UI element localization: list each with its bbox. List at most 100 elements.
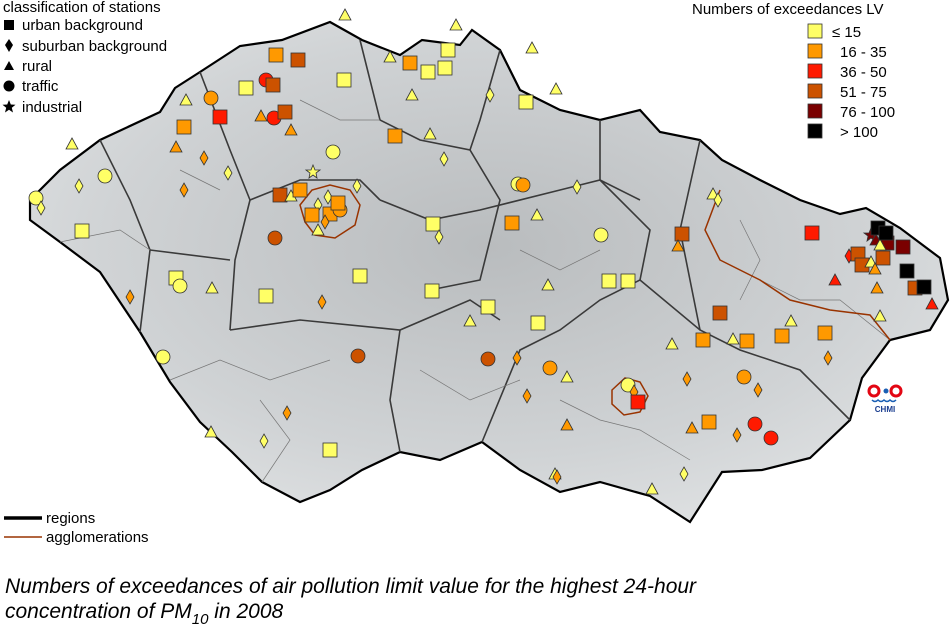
station-marker: [292, 182, 308, 198]
legend-title: Numbers of exceedances LV: [692, 1, 884, 18]
station-marker: [753, 382, 763, 398]
station-marker: [541, 278, 555, 291]
station-marker: [916, 279, 932, 295]
legend-label: 36 - 50: [840, 64, 887, 81]
caption-line: concentration of PM10 in 2008: [5, 600, 284, 628]
station-marker: [878, 225, 894, 241]
station-marker: [671, 239, 685, 252]
legend-title: classification of stations: [3, 0, 161, 16]
station-marker: [258, 288, 274, 304]
station-marker: [125, 289, 135, 305]
logo: CHMI: [867, 384, 903, 414]
station-marker: [630, 394, 646, 410]
station-marker: [311, 223, 325, 236]
station-marker: [254, 109, 268, 122]
station-marker: [542, 360, 558, 376]
legend-swatch: [807, 63, 823, 79]
station-marker: [804, 225, 820, 241]
station-marker: [560, 418, 574, 431]
station-marker: [736, 369, 752, 385]
legend-swatch: [807, 43, 823, 59]
station-marker: [330, 195, 346, 211]
station-marker: [620, 377, 636, 393]
station-marker: [268, 47, 284, 63]
station-marker: [512, 350, 522, 366]
station-marker: [873, 309, 887, 322]
station-marker: [179, 93, 193, 106]
station-marker: [732, 427, 742, 443]
station-marker: [485, 87, 495, 103]
station-marker: [784, 314, 798, 327]
station-marker: [405, 88, 419, 101]
station-marker: [350, 348, 366, 364]
station-marker: [424, 283, 440, 299]
station-marker: [212, 109, 228, 125]
country-area: [28, 20, 950, 524]
station-marker: [199, 150, 209, 166]
station-marker: [387, 128, 403, 144]
station-marker: [763, 430, 779, 446]
station-marker: [284, 123, 298, 136]
legend-label: traffic: [22, 78, 59, 95]
station-marker: [895, 239, 911, 255]
station-marker: [899, 263, 915, 279]
legend-label: > 100: [840, 124, 878, 141]
station-marker: [65, 137, 79, 150]
station-marker: [823, 350, 833, 366]
station-marker: [870, 281, 884, 294]
caption-text: in 2008: [208, 600, 283, 623]
station-marker: [203, 90, 219, 106]
station-marker: [425, 216, 441, 232]
legend-swatch: [807, 83, 823, 99]
line-legend: regions agglomerations: [4, 510, 149, 546]
station-marker: [267, 230, 283, 246]
station-legend: classification of stations urban backgro…: [2, 0, 167, 116]
station-marker: [515, 177, 531, 193]
station-marker: [530, 208, 544, 221]
station-marker: [449, 18, 463, 31]
station-marker: [265, 77, 281, 93]
station-marker: [463, 314, 477, 327]
station-marker: [304, 207, 320, 223]
caption-subscript: 10: [192, 611, 209, 628]
station-marker: [925, 297, 939, 310]
station-marker: [593, 227, 609, 243]
legend-symbol: [4, 61, 14, 70]
station-marker: [323, 189, 333, 205]
station-marker: [522, 388, 532, 404]
exceedance-legend: Numbers of exceedances LV ≤ 15 16 - 35 36 …: [692, 1, 895, 141]
logo-text: CHMI: [875, 405, 895, 414]
station-marker: [440, 42, 456, 58]
station-marker: [205, 281, 219, 294]
station-marker: [572, 179, 582, 195]
station-marker: [530, 315, 546, 331]
station-marker: [434, 229, 444, 245]
legend-label: 51 - 75: [840, 84, 887, 101]
station-marker: [169, 140, 183, 153]
legend-swatch: [807, 123, 823, 139]
station-marker: [272, 187, 288, 203]
legend-label: industrial: [22, 99, 82, 116]
station-marker: [713, 192, 723, 208]
station-marker: [172, 278, 188, 294]
station-marker: [223, 165, 233, 181]
station-marker: [518, 94, 534, 110]
station-marker: [601, 273, 617, 289]
station-marker: [875, 250, 891, 266]
station-marker: [155, 349, 171, 365]
legend-symbol: [4, 20, 14, 30]
station-marker: [420, 64, 436, 80]
station-marker: [739, 333, 755, 349]
station-marker: [74, 178, 84, 194]
station-marker: [238, 80, 254, 96]
station-marker: [336, 72, 352, 88]
station-marker: [645, 482, 659, 495]
station-marker: [204, 425, 218, 438]
station-marker: [322, 442, 338, 458]
station-marker: [685, 421, 699, 434]
station-marker: [747, 416, 763, 432]
caption-line: Numbers of exceedances of air pollution …: [5, 575, 697, 598]
legend-label: agglomerations: [46, 529, 149, 546]
station-marker: [423, 127, 437, 140]
